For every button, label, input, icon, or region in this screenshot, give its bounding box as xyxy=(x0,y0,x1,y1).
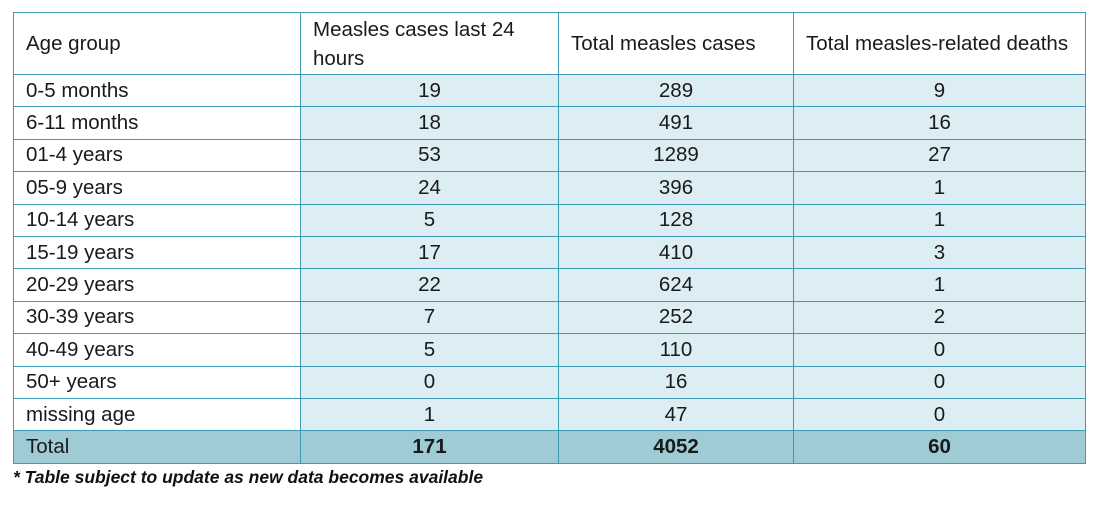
total-deaths: 60 xyxy=(793,430,1086,465)
deaths-cell: 2 xyxy=(793,300,1086,335)
total-cases-cell: 289 xyxy=(558,73,794,108)
table-row: 6-11 months 18 491 16 xyxy=(13,106,1086,140)
deaths-cell: 27 xyxy=(793,138,1086,173)
deaths-cell: 0 xyxy=(793,365,1086,399)
age-group-cell: 10-14 years xyxy=(13,203,301,237)
age-group-cell: 15-19 years xyxy=(13,235,301,270)
deaths-cell: 9 xyxy=(793,73,1086,108)
total-cases-cell: 1289 xyxy=(558,138,794,173)
header-row: Age group Measles cases last 24 hours To… xyxy=(13,12,1086,75)
table-row: missing age 1 47 0 xyxy=(13,397,1086,432)
total-cases-cell: 252 xyxy=(558,300,794,335)
total-cases-24h: 171 xyxy=(300,430,559,465)
header-total-cases: Total measles cases xyxy=(558,12,794,75)
total-cases-cell: 110 xyxy=(558,333,794,367)
total-cases-cell: 47 xyxy=(558,397,794,432)
measles-cases-table: Age group Measles cases last 24 hours To… xyxy=(13,12,1086,465)
deaths-cell: 1 xyxy=(793,268,1086,302)
footnote: * Table subject to update as new data be… xyxy=(13,467,484,488)
table-row: 20-29 years 22 624 1 xyxy=(13,268,1086,302)
total-cases-cell: 16 xyxy=(558,365,794,399)
total-cases-cell: 410 xyxy=(558,235,794,270)
header-total-deaths: Total measles-related deaths xyxy=(793,12,1086,75)
table-row: 30-39 years 7 252 2 xyxy=(13,300,1086,335)
total-cases-cell: 128 xyxy=(558,203,794,237)
age-group-cell: 30-39 years xyxy=(13,300,301,335)
cases-24h-cell: 53 xyxy=(300,138,559,173)
age-group-cell: 20-29 years xyxy=(13,268,301,302)
deaths-cell: 0 xyxy=(793,333,1086,367)
table-row: 15-19 years 17 410 3 xyxy=(13,235,1086,270)
total-cases-cell: 396 xyxy=(558,171,794,205)
deaths-cell: 16 xyxy=(793,106,1086,140)
cases-24h-cell: 24 xyxy=(300,171,559,205)
table-row: 40-49 years 5 110 0 xyxy=(13,333,1086,367)
cases-24h-cell: 0 xyxy=(300,365,559,399)
age-group-cell: 40-49 years xyxy=(13,333,301,367)
table-row: 0-5 months 19 289 9 xyxy=(13,73,1086,108)
deaths-cell: 1 xyxy=(793,171,1086,205)
table-row: 10-14 years 5 128 1 xyxy=(13,203,1086,237)
age-group-cell: 0-5 months xyxy=(13,73,301,108)
header-age-group: Age group xyxy=(13,12,301,75)
total-label: Total xyxy=(13,430,301,465)
age-group-cell: 50+ years xyxy=(13,365,301,399)
cases-24h-cell: 5 xyxy=(300,333,559,367)
table-row: 05-9 years 24 396 1 xyxy=(13,171,1086,205)
cases-24h-cell: 1 xyxy=(300,397,559,432)
deaths-cell: 1 xyxy=(793,203,1086,237)
cases-24h-cell: 5 xyxy=(300,203,559,237)
age-group-cell: 05-9 years xyxy=(13,171,301,205)
cases-24h-cell: 19 xyxy=(300,73,559,108)
deaths-cell: 0 xyxy=(793,397,1086,432)
cases-24h-cell: 18 xyxy=(300,106,559,140)
table-row: 50+ years 0 16 0 xyxy=(13,365,1086,399)
table-container: Age group Measles cases last 24 hours To… xyxy=(13,12,1086,488)
total-cases-cell: 624 xyxy=(558,268,794,302)
age-group-cell: missing age xyxy=(13,397,301,432)
age-group-cell: 01-4 years xyxy=(13,138,301,173)
age-group-cell: 6-11 months xyxy=(13,106,301,140)
cases-24h-cell: 17 xyxy=(300,235,559,270)
deaths-cell: 3 xyxy=(793,235,1086,270)
total-cases-overall: 4052 xyxy=(558,430,794,465)
header-cases-last-24-hours: Measles cases last 24 hours xyxy=(300,12,559,75)
cases-24h-cell: 7 xyxy=(300,300,559,335)
total-row: Total 171 4052 60 xyxy=(13,430,1086,465)
total-cases-cell: 491 xyxy=(558,106,794,140)
table-row: 01-4 years 53 1289 27 xyxy=(13,138,1086,173)
cases-24h-cell: 22 xyxy=(300,268,559,302)
